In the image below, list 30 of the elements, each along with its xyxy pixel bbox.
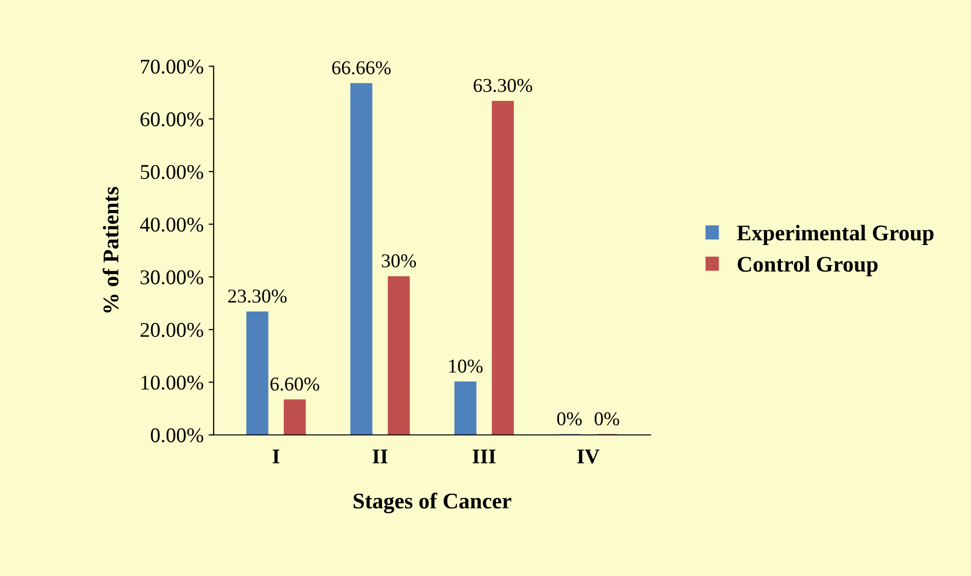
y-tick-label: 10.00% xyxy=(142,376,204,390)
data-label: 0% xyxy=(557,412,582,426)
data-label: 0% xyxy=(594,412,620,426)
y-tick-label: 40.00% xyxy=(140,218,204,232)
y-tick-label: 60.00% xyxy=(140,112,204,126)
data-label: 6.60% xyxy=(270,377,320,391)
y-tick-label: 50.00% xyxy=(140,164,204,180)
x-tick-label: III xyxy=(472,450,496,464)
data-label: 23.30% xyxy=(228,290,287,303)
y-tick-label: 70.00% xyxy=(141,60,204,74)
data-label: 10% xyxy=(449,360,483,373)
legend-label: Control Group xyxy=(738,256,878,276)
x-tick-label: IV xyxy=(577,450,600,464)
data-label: 63.30% xyxy=(474,78,532,92)
x-axis-title: Stages of Cancer xyxy=(354,492,512,514)
bar xyxy=(246,311,268,435)
data-label: 30% xyxy=(382,254,416,268)
data-label: 66.66% xyxy=(332,61,391,74)
x-tick-label: II xyxy=(372,450,388,464)
bar xyxy=(284,399,306,435)
x-tick-label: I xyxy=(272,450,280,464)
y-tick-label: 0.00% xyxy=(150,428,204,442)
y-tick-label: 30.00% xyxy=(140,270,204,284)
y-axis-title: % of Patients xyxy=(102,186,119,312)
bar xyxy=(454,382,476,435)
bar xyxy=(492,100,514,435)
legend-label: Experimental Group xyxy=(737,224,934,246)
bar xyxy=(388,276,410,435)
bar xyxy=(350,83,372,435)
y-tick-label: 20.00% xyxy=(140,322,204,338)
